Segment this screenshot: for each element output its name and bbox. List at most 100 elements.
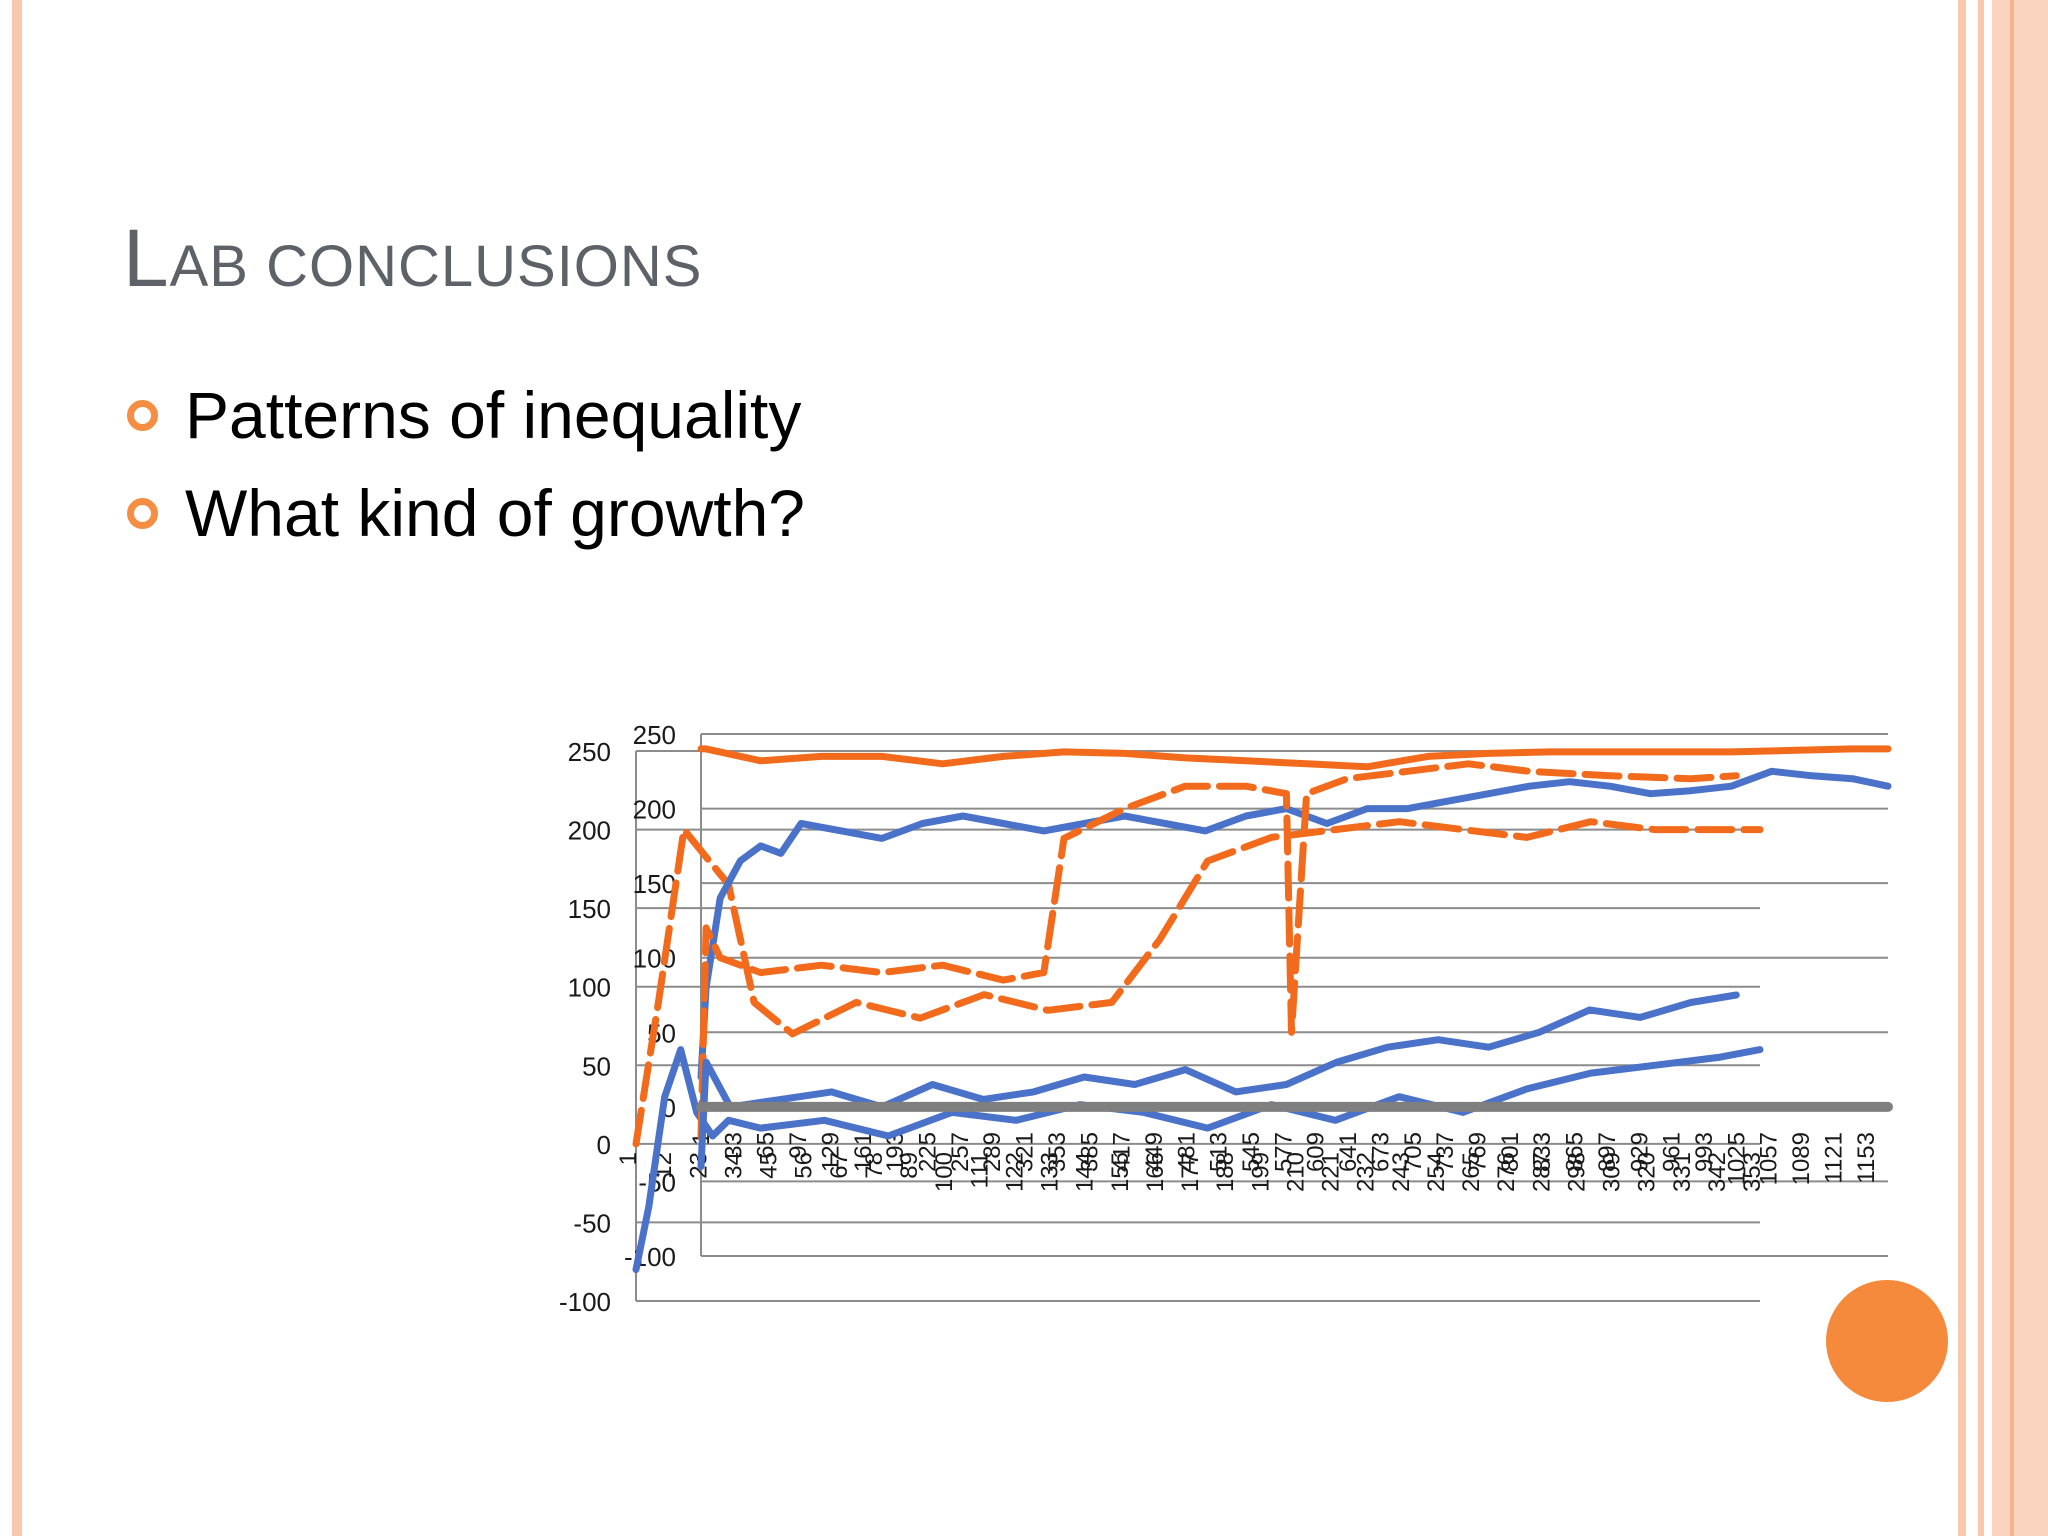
x-tick-label-left: 111 — [966, 1152, 993, 1188]
y-tick-label-left: 150 — [568, 894, 611, 924]
x-tick-label-right: 1057 — [1756, 1132, 1783, 1185]
x-tick-label-right: 513 — [1206, 1132, 1233, 1172]
x-tick-label-left: 309 — [1599, 1152, 1626, 1192]
x-tick-label-right: 1153 — [1853, 1132, 1880, 1184]
x-tick-label-left: 276 — [1493, 1152, 1520, 1192]
x-tick-label-left: 177 — [1177, 1152, 1204, 1192]
x-tick-label-right: 289 — [979, 1132, 1006, 1172]
y-tick-label-right: 200 — [633, 795, 676, 825]
bullet-ring-icon — [127, 497, 158, 529]
x-tick-label-right: 833 — [1529, 1132, 1556, 1172]
x-tick-label-right: 481 — [1173, 1132, 1200, 1172]
slide-title-rest: AB CONCLUSIONS — [169, 234, 703, 299]
x-tick-label-right: 33 — [720, 1132, 747, 1159]
x-tick-label-left: 45 — [756, 1152, 783, 1179]
x-tick-label-right: 129 — [817, 1132, 844, 1172]
x-tick-label-right: 865 — [1562, 1132, 1589, 1172]
bullet-text: Patterns of inequality — [185, 378, 802, 452]
x-tick-label-right: 1089 — [1788, 1132, 1815, 1185]
x-tick-label-right: 257 — [947, 1132, 974, 1172]
x-tick-label-right: 417 — [1109, 1132, 1136, 1172]
x-tick-label-left: 78 — [861, 1152, 888, 1179]
right-border-stripe-line — [2010, 0, 2014, 1536]
x-tick-label-right: 97 — [785, 1132, 812, 1159]
x-tick-label-right: 993 — [1691, 1132, 1718, 1172]
x-tick-label-left: 243 — [1388, 1152, 1415, 1192]
decorative-circle — [1826, 1280, 1948, 1402]
x-tick-label-left: 188 — [1212, 1152, 1239, 1192]
y-tick-label-left: 50 — [582, 1051, 611, 1081]
y-tick-label-left: 0 — [597, 1130, 611, 1160]
series-line — [697, 745, 1892, 771]
x-tick-label-right: 705 — [1400, 1132, 1427, 1172]
x-tick-label-left: 199 — [1247, 1152, 1274, 1192]
x-tick-label-left: 1 — [615, 1152, 642, 1165]
x-tick-label-left: 210 — [1282, 1152, 1309, 1192]
x-tick-label-right: 1025 — [1723, 1132, 1750, 1185]
y-tick-label-right: 250 — [633, 720, 676, 750]
x-tick-label-left: 166 — [1142, 1152, 1169, 1192]
x-tick-label-right: 577 — [1270, 1132, 1297, 1172]
bullet-list: Patterns of inequality What kind of grow… — [120, 366, 805, 562]
x-tick-label-right: 641 — [1335, 1132, 1362, 1172]
left-border-stripe — [12, 0, 22, 1536]
x-tick-label-right: 961 — [1659, 1132, 1686, 1172]
x-tick-label-right: 385 — [1076, 1132, 1103, 1172]
series-line — [697, 991, 1740, 1170]
x-tick-label-left: 144 — [1072, 1152, 1099, 1192]
x-tick-label-right: 545 — [1238, 1132, 1265, 1172]
x-tick-label-right: 737 — [1432, 1132, 1459, 1172]
x-tick-label-left: 298 — [1563, 1152, 1590, 1192]
series-line — [632, 1046, 1764, 1274]
x-tick-label-left: 287 — [1528, 1152, 1555, 1192]
y-tick-label-right: -100 — [624, 1242, 676, 1272]
x-tick-label-left: 353 — [1739, 1152, 1766, 1192]
x-tick-label-left: 320 — [1634, 1152, 1661, 1192]
x-tick-label-left: 133 — [1037, 1152, 1064, 1192]
y-tick-label-left: 200 — [568, 816, 611, 846]
slide-title: LAB CONCLUSIONS — [123, 212, 703, 306]
x-tick-label-right: 225 — [914, 1132, 941, 1172]
x-tick-label-right: 161 — [850, 1132, 877, 1172]
x-tick-label-left: 100 — [931, 1152, 958, 1192]
y-tick-label-left: -50 — [573, 1208, 611, 1238]
x-tick-label-left: 254 — [1423, 1152, 1450, 1192]
bullet-item: What kind of growth? — [120, 464, 805, 562]
bullet-text: What kind of growth? — [185, 476, 805, 550]
series-line — [697, 767, 1892, 1081]
x-tick-label-right: 673 — [1367, 1132, 1394, 1172]
right-border-stripe-middle — [1978, 0, 1984, 1536]
x-tick-label-right: 769 — [1465, 1132, 1492, 1172]
x-tick-label-left: 56 — [791, 1152, 818, 1179]
x-tick-label-right: 449 — [1141, 1132, 1168, 1172]
y-tick-label-left: -100 — [559, 1287, 611, 1317]
right-border-stripe-outer — [1992, 0, 2048, 1536]
x-tick-label-right: 1121 — [1820, 1132, 1847, 1184]
x-tick-label-right: 929 — [1626, 1132, 1653, 1172]
y-tick-label-left: 100 — [568, 973, 611, 1003]
x-tick-label-right: 353 — [1044, 1132, 1071, 1172]
x-tick-label-right: 801 — [1497, 1132, 1524, 1172]
y-tick-label-right: 150 — [633, 869, 676, 899]
x-tick-label-left: 155 — [1107, 1152, 1134, 1192]
x-tick-label-left: 89 — [896, 1152, 923, 1179]
slide-title-initial: L — [123, 213, 170, 304]
right-border-stripe-inner — [1958, 0, 1966, 1536]
x-tick-label-left: 265 — [1458, 1152, 1485, 1192]
series-line — [697, 760, 1740, 1141]
y-tick-label-left: 250 — [568, 737, 611, 767]
x-tick-label-right: 65 — [753, 1132, 780, 1159]
x-tick-label-left: 122 — [1001, 1152, 1028, 1192]
x-tick-label-left: 331 — [1669, 1152, 1696, 1192]
x-tick-label-left: 232 — [1353, 1152, 1380, 1192]
series-line — [632, 818, 1764, 1148]
x-tick-label-left: 67 — [826, 1152, 853, 1179]
bullet-item: Patterns of inequality — [120, 366, 805, 464]
x-tick-label-left: 34 — [720, 1152, 747, 1179]
bullet-ring-icon — [127, 399, 158, 431]
x-tick-label-right: 321 — [1012, 1132, 1039, 1172]
x-tick-label-right: 897 — [1594, 1132, 1621, 1172]
x-tick-label-right: 609 — [1303, 1132, 1330, 1172]
